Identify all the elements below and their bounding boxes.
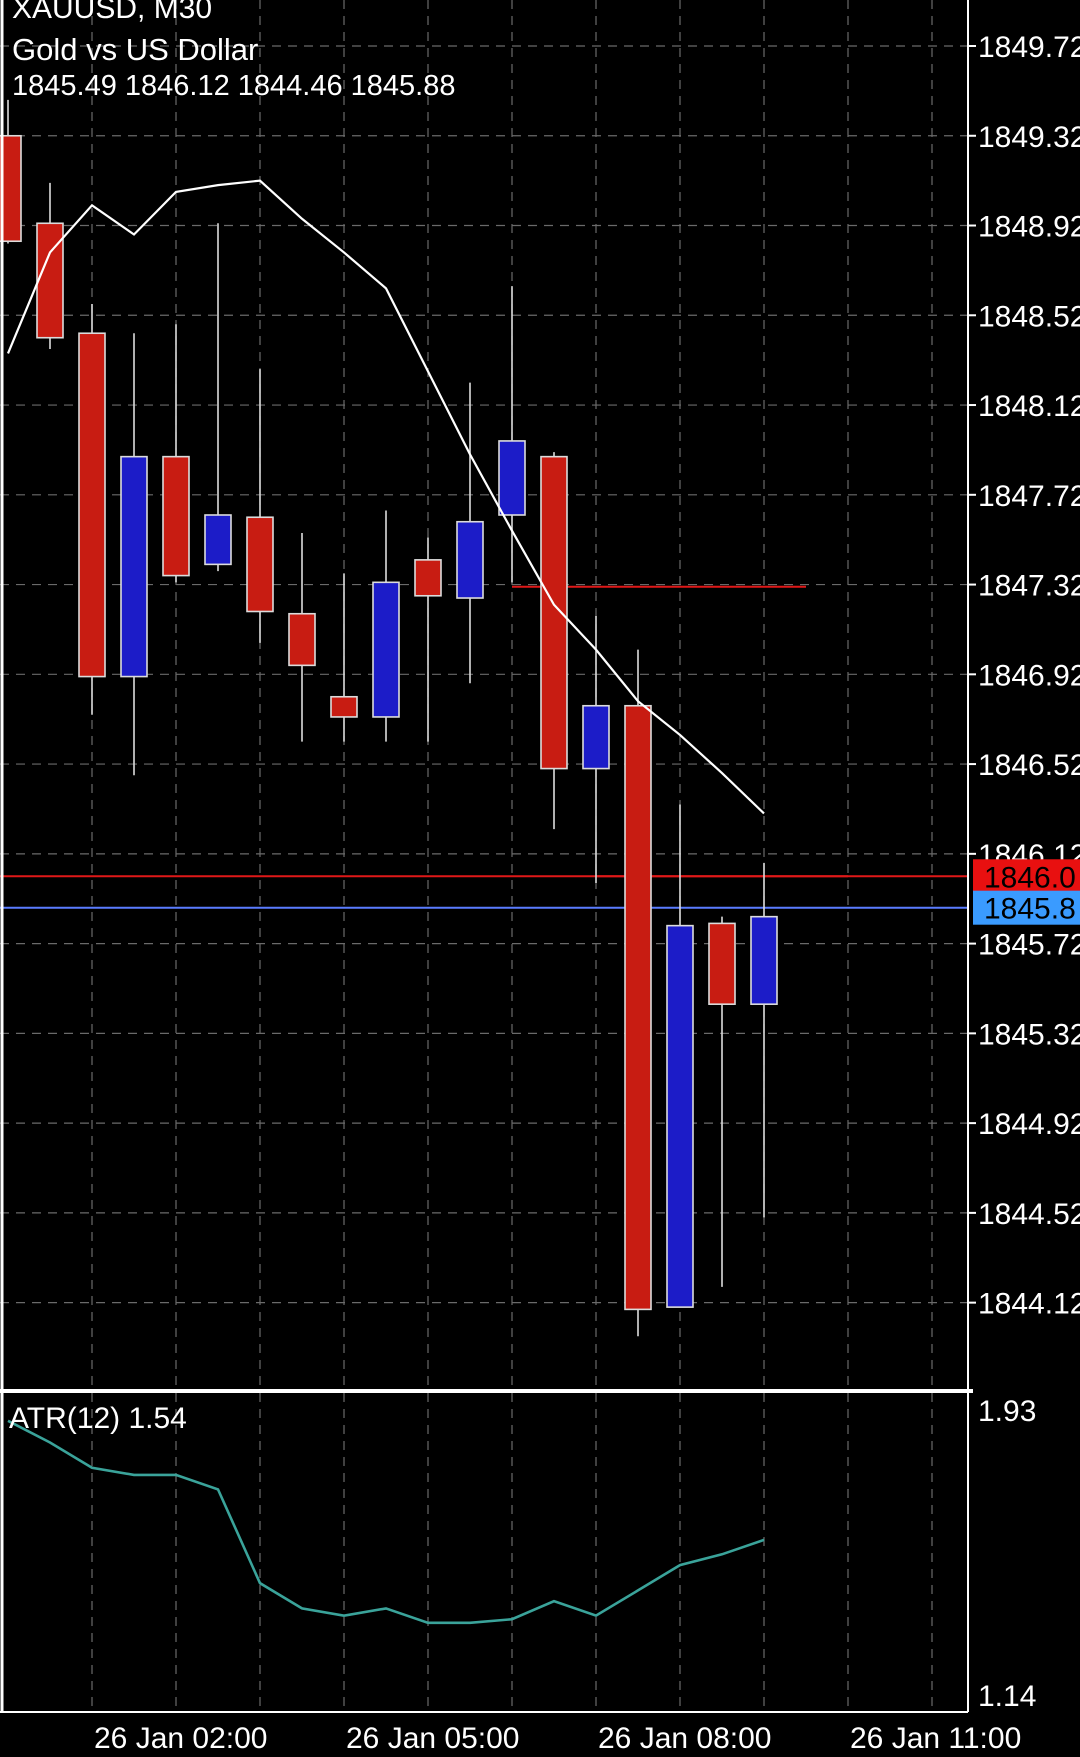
symbol-description: Gold vs US Dollar [12, 32, 259, 67]
bull-candle-body [666, 924, 694, 1308]
bear-candle-body [288, 612, 316, 667]
x-tick-label: 26 Jan 08:00 [598, 1722, 771, 1755]
bull-candle-body [204, 514, 232, 566]
y-tick-label: 1849.32 [978, 121, 1080, 154]
bear-candle-body [162, 455, 190, 577]
y-tick-label: 1847.72 [978, 480, 1080, 513]
moving-average-line [6, 179, 765, 815]
candle [120, 333, 148, 776]
candle [414, 537, 442, 742]
candle [204, 223, 232, 572]
bear-candle-body [414, 559, 442, 597]
y-tick-label: 1846.52 [978, 749, 1080, 782]
candle [246, 369, 274, 643]
candle [582, 615, 610, 884]
candle [330, 573, 358, 742]
bear-candle-body [36, 222, 64, 339]
candle [624, 649, 652, 1337]
moving-average [6, 179, 765, 815]
x-tick-label: 26 Jan 11:00 [850, 1722, 1021, 1755]
y-tick-label: 1845.32 [978, 1018, 1080, 1051]
y-tick-label: 1848.12 [978, 390, 1080, 423]
candle [666, 804, 694, 1308]
y-tick-label: 1844.52 [978, 1198, 1080, 1231]
ask-price-badge [973, 859, 1080, 894]
bear-candle-body [330, 695, 358, 718]
atr-line [7, 1419, 765, 1625]
candle [78, 304, 106, 715]
bear-candle-body [246, 516, 274, 613]
candle [36, 182, 64, 349]
atr-tick-label: 1.14 [978, 1680, 1036, 1713]
candle [750, 862, 778, 1218]
bear-candle-body [708, 922, 736, 1005]
y-tick-label: 1846.92 [978, 659, 1080, 692]
atr-label: ATR(12) 1.54 [9, 1402, 187, 1435]
candles[interactable] [0, 99, 778, 1337]
bear-candle-body [624, 704, 652, 1311]
candle [162, 324, 190, 583]
bull-candle-body [372, 581, 400, 718]
candle [540, 452, 568, 830]
y-tick-label: 1848.52 [978, 300, 1080, 333]
y-tick-label: 1845.72 [978, 929, 1080, 962]
x-tick-label: 26 Jan 05:00 [346, 1722, 519, 1755]
atr-indicator [7, 1419, 765, 1625]
bear-candle-body [0, 134, 22, 243]
atr-tick-label: 1.93 [978, 1395, 1036, 1428]
bull-candle-body [582, 704, 610, 770]
candle [456, 382, 484, 684]
chart-frame [0, 0, 973, 1713]
bull-candle-body [456, 520, 484, 599]
bull-candle-body [120, 455, 148, 678]
y-tick-label: 1844.12 [978, 1288, 1080, 1321]
y-tick-label: 1848.92 [978, 211, 1080, 244]
bid-price-label: 1845.8 [984, 893, 1076, 926]
price-axis[interactable]: 1849.72 1849.32 1848.92 1848.52 1848.12 1847.… [968, 31, 1080, 1713]
symbol-title: XAUUSD, M30 [12, 0, 213, 25]
candle [372, 510, 400, 742]
grid-lines [0, 0, 968, 1712]
x-tick-label: 26 Jan 02:00 [94, 1722, 267, 1755]
candle [498, 286, 526, 583]
y-tick-label: 1847.32 [978, 570, 1080, 603]
bull-candle-body [750, 915, 778, 1005]
y-tick-label: 1849.72 [978, 31, 1080, 64]
candle [288, 532, 316, 742]
ask-price-label: 1846.0 [984, 861, 1076, 894]
candle [0, 99, 22, 244]
bull-candle-body [498, 440, 526, 516]
y-tick-label: 1844.92 [978, 1108, 1080, 1141]
bear-candle-body [78, 332, 106, 678]
bear-candle-body [540, 455, 568, 770]
candle [708, 916, 736, 1287]
bid-price-badge [973, 890, 1080, 925]
ohlc-readout: 1845.49 1846.12 1844.46 1845.88 [12, 70, 456, 102]
time-axis[interactable]: 26 Jan 02:00 26 Jan 05:00 26 Jan 08:00 26 J… [94, 1722, 1021, 1755]
